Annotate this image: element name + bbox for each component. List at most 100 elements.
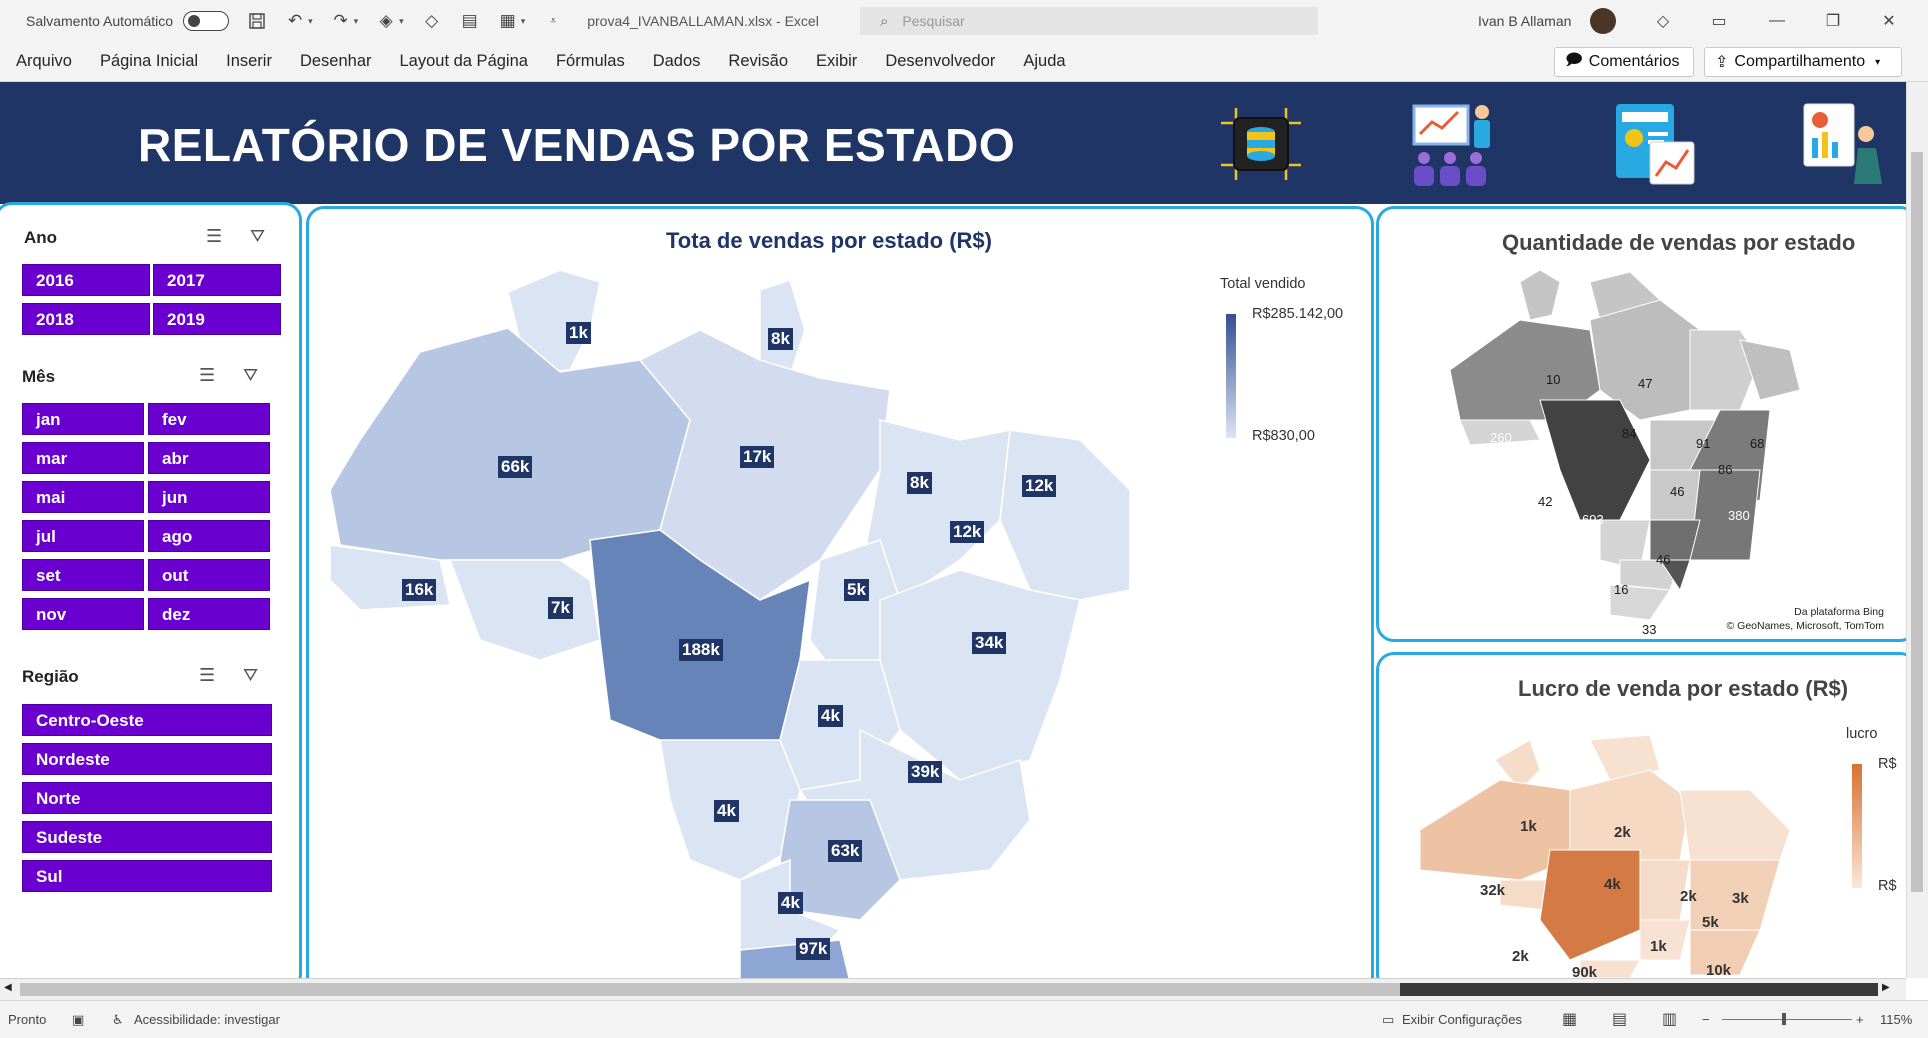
undo-icon[interactable]: ↶ xyxy=(287,11,303,30)
page-layout-view-icon[interactable]: ▤ xyxy=(1612,1011,1628,1028)
tab-desenhar[interactable]: Desenhar xyxy=(299,52,372,70)
slicer-regiao-nordeste[interactable]: Nordeste xyxy=(22,743,272,775)
slicer-mes-jan[interactable]: jan xyxy=(22,403,144,435)
display-settings-icon[interactable]: ▭ xyxy=(1382,1012,1395,1027)
comment-icon: 🗩 xyxy=(1565,51,1583,69)
slicer-mes-nov[interactable]: nov xyxy=(22,598,144,630)
multi-select-icon[interactable]: ☰ xyxy=(199,665,216,685)
fill-dropdown-icon[interactable]: ▾ xyxy=(399,15,404,26)
multi-select-icon[interactable]: ☰ xyxy=(206,226,223,246)
clear-filter-icon[interactable]: ⛛ xyxy=(250,226,266,246)
macro-record-icon[interactable]: ▣ xyxy=(72,1012,85,1027)
multi-select-icon[interactable]: ☰ xyxy=(199,365,216,385)
status-accessibility[interactable]: Acessibilidade: investigar xyxy=(134,1012,280,1027)
customize-toolbar-icon[interactable]: ⩡ xyxy=(550,14,557,27)
diamond-icon[interactable]: ◇ xyxy=(1656,13,1670,30)
tab-desenvolvedor[interactable]: Desenvolvedor xyxy=(885,52,996,70)
tab-inserir[interactable]: Inserir xyxy=(226,52,272,70)
redo-icon[interactable]: ↷ xyxy=(333,11,348,30)
slicer-mes-fev[interactable]: fev xyxy=(148,403,270,435)
slicer-regiao-sudeste[interactable]: Sudeste xyxy=(22,821,272,853)
legend-min: R$830,00 xyxy=(1252,428,1315,444)
data-label-sp: 63k xyxy=(828,840,863,862)
qty-label-mt: 693 xyxy=(1582,512,1604,527)
state-ce-rn-pb-pe xyxy=(999,429,1131,601)
undo-dropdown-icon[interactable]: ▾ xyxy=(308,15,313,26)
tab-revisao[interactable]: Revisão xyxy=(728,52,789,70)
slicer-ano-2018[interactable]: 2018 xyxy=(22,303,150,335)
fill-icon[interactable]: ◈ xyxy=(379,11,393,30)
scroll-right-icon[interactable]: ▶ xyxy=(1882,982,1890,993)
zoom-out-icon[interactable]: − xyxy=(1702,1012,1710,1027)
format-icon[interactable]: ◇ xyxy=(425,11,439,30)
profit-label-ba: 10k xyxy=(1706,962,1732,978)
zoom-slider[interactable] xyxy=(1722,1019,1852,1020)
redo-dropdown-icon[interactable]: ▾ xyxy=(353,15,359,26)
slicer-regiao-norte[interactable]: Norte xyxy=(22,782,272,814)
tab-pagina-inicial[interactable]: Página Inicial xyxy=(99,52,199,70)
report-chart-icon xyxy=(1616,104,1695,185)
form-icon[interactable]: ▤ xyxy=(461,11,478,30)
save-icon[interactable] xyxy=(247,11,267,31)
tab-layout-da-pagina[interactable]: Layout da Página xyxy=(399,52,528,70)
profit-label-pa: 4k xyxy=(1604,876,1621,893)
ribbon-display-icon[interactable]: ▭ xyxy=(1711,13,1727,30)
slicer-ano-2019[interactable]: 2019 xyxy=(153,303,281,335)
scroll-left-icon[interactable]: ◀ xyxy=(4,982,12,993)
qty-label-ms: 16 xyxy=(1614,582,1629,597)
search-input[interactable]: ⌕ Pesquisar xyxy=(860,7,1318,35)
zoom-level[interactable]: 115% xyxy=(1880,1012,1913,1027)
slicer-mes-jul[interactable]: jul xyxy=(22,520,144,552)
table-format-icon[interactable]: ▦ xyxy=(499,11,516,30)
qty-label-pr: 33 xyxy=(1642,622,1657,637)
slicer-mes-ago[interactable]: ago xyxy=(148,520,270,552)
slicer-ano-2017[interactable]: 2017 xyxy=(153,264,281,296)
autosave-toggle[interactable] xyxy=(183,11,230,31)
page-break-view-icon[interactable]: ▥ xyxy=(1662,1011,1678,1028)
tab-arquivo[interactable]: Arquivo xyxy=(16,52,72,70)
status-ready: Pronto xyxy=(8,1012,47,1027)
slicer-mes-dez[interactable]: dez xyxy=(148,598,270,630)
tab-dados[interactable]: Dados xyxy=(652,52,701,70)
tab-ajuda[interactable]: Ajuda xyxy=(1023,52,1066,70)
slicer-mes-label: Mês xyxy=(22,367,56,386)
status-display-settings[interactable]: Exibir Configurações xyxy=(1402,1012,1522,1027)
data-label-ce: 12k xyxy=(1022,475,1057,497)
share-button[interactable]: ⇪ Compartilhamento ▾ xyxy=(1704,47,1902,77)
slicer-regiao-centro-oeste[interactable]: Centro-Oeste xyxy=(22,704,272,736)
minimize-icon[interactable]: — xyxy=(1769,12,1785,29)
avatar[interactable] xyxy=(1590,8,1616,34)
slicer-mes-abr[interactable]: abr xyxy=(148,442,270,474)
qty-label-am: 260 xyxy=(1490,430,1512,445)
horizontal-scroll-track[interactable] xyxy=(1400,983,1878,996)
worksheet[interactable]: RELATÓRIO DE VENDAS POR ESTADO xyxy=(0,82,1906,978)
table-dropdown-icon[interactable]: ▾ xyxy=(520,15,526,26)
tab-exibir[interactable]: Exibir xyxy=(816,52,858,70)
title-bar: Salvamento Automático ↶ ▾ ↷ ▾ ◈ ▾ ◇ ▤ ▦ ▾ ⩡ … xyxy=(0,0,1928,42)
zoom-in-icon[interactable]: + xyxy=(1856,1012,1864,1027)
slicer-regiao-sul[interactable]: Sul xyxy=(22,860,272,892)
slicer-mes-jun[interactable]: jun xyxy=(148,481,270,513)
slicer-mes-mai[interactable]: mai xyxy=(22,481,144,513)
close-icon[interactable]: ✕ xyxy=(1882,13,1896,30)
slicer-mes-out[interactable]: out xyxy=(148,559,270,591)
vertical-scroll-thumb[interactable] xyxy=(1911,152,1923,892)
slicer-mes-mar[interactable]: mar xyxy=(22,442,144,474)
slicer-mes-set[interactable]: set xyxy=(22,559,144,591)
slicer-ano-2016[interactable]: 2016 xyxy=(22,264,150,296)
comments-button[interactable]: 🗩 Comentários xyxy=(1554,47,1694,77)
user-name[interactable]: Ivan B Allaman xyxy=(1478,13,1572,29)
clear-filter-icon[interactable]: ⛛ xyxy=(243,365,259,385)
normal-view-icon[interactable]: ▦ xyxy=(1562,1011,1578,1028)
tab-formulas[interactable]: Fórmulas xyxy=(555,52,625,70)
accessibility-icon[interactable]: ♿ xyxy=(112,1012,124,1027)
profit-label-pi: 5k xyxy=(1702,914,1719,931)
zoom-slider-handle[interactable] xyxy=(1782,1013,1786,1025)
profit-label-ap: 2k xyxy=(1614,824,1631,841)
slicer-ano-label: Ano xyxy=(24,228,58,247)
horizontal-scrollbar[interactable]: ◀ ▶ xyxy=(0,978,1906,1000)
restore-icon[interactable]: ❐ xyxy=(1825,13,1841,30)
clear-filter-icon[interactable]: ⛛ xyxy=(243,665,259,685)
horizontal-scroll-thumb[interactable] xyxy=(20,983,1400,996)
vertical-scrollbar[interactable] xyxy=(1906,82,1928,978)
